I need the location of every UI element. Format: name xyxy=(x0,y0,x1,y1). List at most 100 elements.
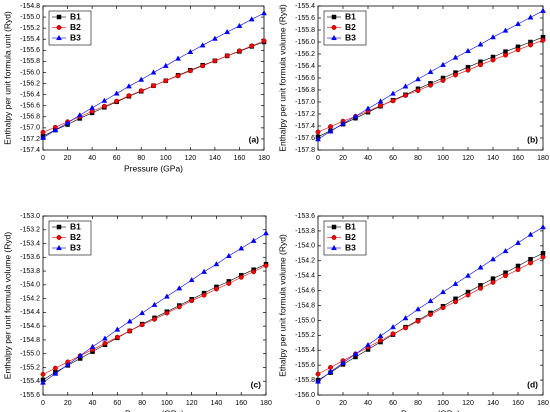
panel-label: (d) xyxy=(527,379,538,389)
marker-triangle xyxy=(377,98,384,104)
marker-circle xyxy=(101,103,107,109)
marker-circle xyxy=(315,129,321,135)
marker-triangle xyxy=(340,359,346,365)
x-tick-label: 20 xyxy=(339,155,347,162)
x-tick-label: 180 xyxy=(537,400,549,407)
x-axis-label: Pressure (GPa) xyxy=(401,408,460,412)
y-tick-label: -155.4 xyxy=(20,36,40,43)
marker-circle xyxy=(540,37,546,43)
x-tick-label: 100 xyxy=(161,400,173,407)
marker-triangle xyxy=(440,61,446,67)
marker-circle xyxy=(213,286,219,292)
x-tick-label: 100 xyxy=(437,155,449,162)
y-tick-label: -154.2 xyxy=(295,258,315,265)
panel-label: (a) xyxy=(249,134,260,144)
marker-triangle xyxy=(365,341,371,348)
marker-triangle xyxy=(452,280,459,286)
marker-triangle xyxy=(188,276,195,283)
panel: -157.4 -157.2 -157.0 -156.8 -156.6 -156.4 -156… xyxy=(2,3,270,173)
legend-label: B3 xyxy=(345,32,356,42)
x-tick-label: 60 xyxy=(113,400,121,407)
marker-circle xyxy=(114,334,120,340)
x-tick-label: 60 xyxy=(389,155,397,162)
marker-triangle xyxy=(151,301,158,307)
marker-circle xyxy=(428,312,433,317)
marker-triangle xyxy=(238,245,245,251)
marker-circle xyxy=(490,279,496,285)
marker-triangle xyxy=(515,239,521,245)
marker-circle xyxy=(465,67,471,73)
y-tick-label: -154.6 xyxy=(295,287,315,294)
marker-triangle xyxy=(402,83,409,89)
legend-label: B2 xyxy=(345,22,356,32)
marker-triangle xyxy=(89,104,96,110)
legend-label: B3 xyxy=(70,32,81,42)
legend-marker xyxy=(331,244,337,251)
legend-label: B3 xyxy=(70,242,81,252)
y-tick-label: -157.8 xyxy=(295,147,315,154)
y-tick-label: -153.2 xyxy=(20,227,40,234)
y-axis-label: Enthalpy per unit formula unit (Ryd) xyxy=(2,11,12,145)
y-tick-label: -155.8 xyxy=(20,58,40,65)
x-tick-label: 80 xyxy=(137,155,145,162)
x-tick-label: 80 xyxy=(414,400,422,407)
panel-label: (c) xyxy=(251,379,262,389)
marker-triangle xyxy=(114,326,121,332)
legend-box xyxy=(323,220,367,256)
marker-circle xyxy=(478,62,483,68)
marker-circle xyxy=(515,267,521,273)
plot-frame xyxy=(42,5,265,151)
marker-triangle xyxy=(315,136,321,142)
marker-circle xyxy=(415,318,421,324)
marker-circle xyxy=(440,305,446,311)
y-tick-label: -154.6 xyxy=(20,323,40,330)
panel: -156.0 -155.8 -155.6 -155.4 -155.2 -155.0 -154… xyxy=(277,213,549,412)
y-tick-label: -154.0 xyxy=(295,243,315,250)
marker-triangle xyxy=(201,268,207,274)
y-tick-label: -155.6 xyxy=(295,362,315,369)
y-tick-label: -153.8 xyxy=(295,228,315,235)
x-tick-label: 0 xyxy=(316,400,320,407)
marker-triangle xyxy=(540,7,546,13)
legend-label: B1 xyxy=(70,11,81,21)
y-tick-label: -155.6 xyxy=(20,47,40,54)
marker-triangle xyxy=(327,368,334,374)
y-tick-label: -155.8 xyxy=(295,27,315,34)
x-tick-label: 160 xyxy=(512,400,524,407)
marker-triangle xyxy=(390,324,396,330)
y-tick-label: -153.4 xyxy=(20,240,40,247)
legend-label: B2 xyxy=(70,22,81,32)
marker-circle xyxy=(540,254,546,260)
marker-triangle xyxy=(150,69,157,75)
marker-triangle xyxy=(377,332,384,339)
y-tick-label: -156.2 xyxy=(295,51,315,58)
y-tick-label: -155.4 xyxy=(295,347,315,354)
marker-triangle xyxy=(163,293,170,299)
y-tick-label: -155.8 xyxy=(295,377,315,384)
marker-triangle xyxy=(162,62,169,68)
marker-circle xyxy=(453,299,458,305)
legend-marker xyxy=(56,14,62,20)
marker-circle xyxy=(528,42,533,48)
marker-triangle xyxy=(40,134,46,140)
marker-triangle xyxy=(540,224,546,230)
marker-circle xyxy=(478,285,483,291)
x-tick-label: 160 xyxy=(234,155,246,162)
y-tick-label: -153.6 xyxy=(20,254,40,261)
marker-circle xyxy=(415,88,421,94)
marker-circle xyxy=(52,365,58,371)
y-tick-label: -154.8 xyxy=(20,3,40,10)
marker-triangle xyxy=(187,48,194,55)
x-tick-label: 140 xyxy=(209,155,221,162)
legend-box xyxy=(48,220,92,256)
marker-triangle xyxy=(477,41,484,47)
marker-triangle xyxy=(102,335,108,341)
y-tick-label: -154.4 xyxy=(295,273,315,280)
marker-triangle xyxy=(402,315,409,321)
y-tick-label: -156.0 xyxy=(20,69,40,76)
legend-marker xyxy=(56,235,62,240)
y-tick-label: -156.6 xyxy=(295,75,315,82)
marker-triangle xyxy=(126,83,132,89)
marker-triangle xyxy=(52,370,59,376)
